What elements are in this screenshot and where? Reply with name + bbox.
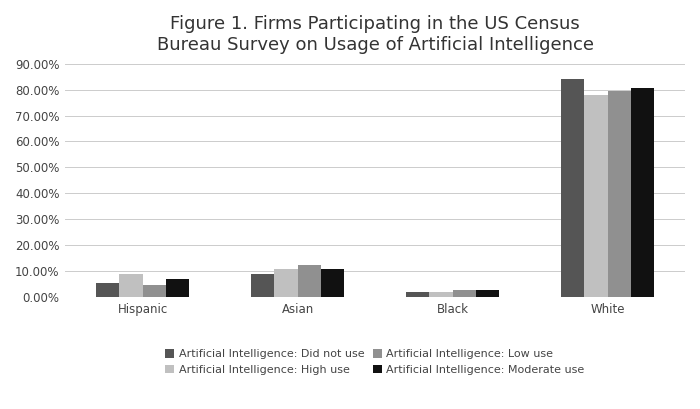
Bar xyxy=(143,285,166,297)
Bar xyxy=(96,283,119,297)
Bar xyxy=(321,270,344,297)
Bar xyxy=(584,95,608,297)
Bar xyxy=(452,290,476,297)
Bar xyxy=(476,290,499,297)
Bar xyxy=(561,79,584,297)
Bar xyxy=(631,88,654,297)
Bar xyxy=(166,279,189,297)
Bar xyxy=(274,269,298,297)
Bar xyxy=(429,292,452,297)
Title: Figure 1. Firms Participating in the US Census
Bureau Survey on Usage of Artific: Figure 1. Firms Participating in the US … xyxy=(157,15,594,54)
Bar xyxy=(608,91,631,297)
Legend: Artificial Intelligence: Did not use, Artificial Intelligence: High use, Artific: Artificial Intelligence: Did not use, Ar… xyxy=(161,345,589,379)
Bar xyxy=(298,265,321,297)
Bar xyxy=(251,274,274,297)
Bar xyxy=(406,292,429,297)
Bar xyxy=(119,274,143,297)
